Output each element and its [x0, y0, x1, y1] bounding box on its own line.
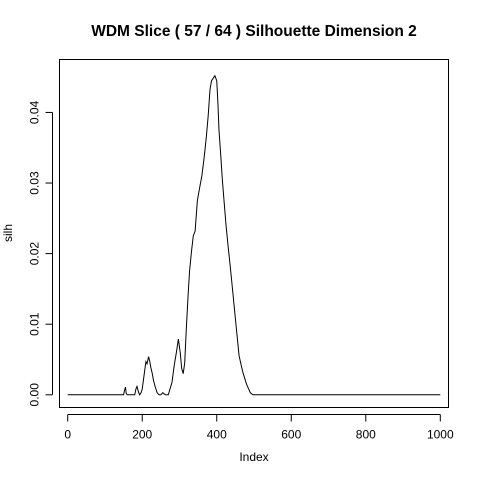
- y-axis-label: silh: [1, 224, 15, 242]
- x-tick-label: 200: [132, 428, 152, 442]
- x-axis-label: Index: [239, 450, 268, 464]
- y-axis: 0.00 0.01 0.02 0.03 0.04: [28, 100, 53, 406]
- x-tick-label: 600: [281, 428, 301, 442]
- x-tick-label: 0: [64, 428, 71, 442]
- y-tick-label: 0.02: [28, 242, 42, 266]
- x-tick-label: 800: [356, 428, 376, 442]
- series-layer: [67, 74, 441, 396]
- chart-title: WDM Slice ( 57 / 64 ) Silhouette Dimensi…: [91, 23, 417, 40]
- series-line-1: [67, 74, 441, 396]
- x-tick-label: 1000: [427, 428, 454, 442]
- y-tick-label: 0.01: [28, 312, 42, 336]
- y-tick-label: 0.00: [28, 383, 42, 407]
- x-tick-label: 400: [207, 428, 227, 442]
- y-tick-label: 0.03: [28, 171, 42, 195]
- y-tick-label: 0.04: [28, 100, 42, 124]
- x-axis: 0 200 400 600 800 1000: [64, 414, 454, 442]
- plot-frame: [59, 59, 449, 408]
